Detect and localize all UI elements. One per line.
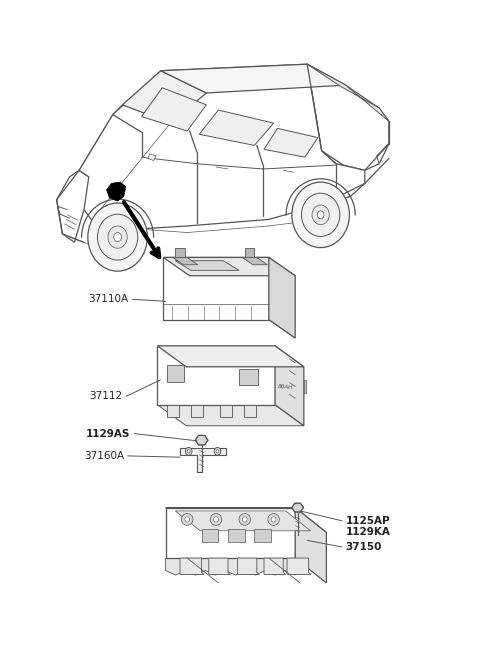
Ellipse shape (185, 517, 190, 522)
Ellipse shape (242, 517, 247, 522)
Polygon shape (202, 529, 218, 542)
Polygon shape (166, 558, 295, 575)
Polygon shape (166, 508, 326, 533)
Ellipse shape (187, 449, 190, 453)
Polygon shape (142, 88, 206, 131)
Ellipse shape (268, 514, 279, 525)
Text: 37112: 37112 (89, 391, 122, 402)
Text: B0AH: B0AH (277, 384, 293, 390)
Polygon shape (209, 558, 230, 574)
Polygon shape (166, 508, 295, 558)
Polygon shape (228, 529, 245, 542)
Text: 1129KA: 1129KA (346, 527, 390, 537)
Polygon shape (163, 257, 295, 276)
Polygon shape (238, 558, 259, 574)
Polygon shape (163, 257, 269, 320)
Polygon shape (244, 405, 256, 417)
Polygon shape (180, 448, 226, 472)
Polygon shape (157, 405, 304, 426)
Polygon shape (157, 346, 275, 405)
Polygon shape (199, 110, 274, 145)
Ellipse shape (214, 517, 218, 522)
Polygon shape (275, 346, 304, 426)
Ellipse shape (97, 214, 138, 260)
Polygon shape (107, 182, 126, 201)
Polygon shape (220, 405, 232, 417)
Polygon shape (167, 405, 179, 417)
Text: 37110A: 37110A (88, 294, 129, 305)
Polygon shape (157, 346, 304, 367)
Polygon shape (292, 503, 303, 512)
Text: 1125AP: 1125AP (346, 515, 390, 526)
Ellipse shape (185, 447, 192, 455)
Polygon shape (195, 436, 208, 445)
Polygon shape (161, 64, 346, 93)
Text: 1129AS: 1129AS (86, 428, 131, 439)
Polygon shape (148, 154, 156, 160)
Polygon shape (307, 64, 389, 170)
Ellipse shape (88, 203, 147, 271)
Polygon shape (269, 320, 295, 338)
Polygon shape (269, 257, 295, 338)
Text: 37150: 37150 (346, 542, 382, 552)
Polygon shape (239, 369, 258, 385)
Ellipse shape (181, 514, 193, 525)
Polygon shape (295, 508, 326, 583)
Polygon shape (264, 558, 286, 574)
Polygon shape (79, 64, 365, 229)
Ellipse shape (214, 447, 221, 455)
Polygon shape (307, 64, 389, 121)
Polygon shape (175, 261, 239, 271)
Ellipse shape (301, 193, 340, 236)
Text: 37160A: 37160A (84, 451, 124, 461)
FancyArrowPatch shape (124, 202, 159, 257)
Polygon shape (167, 365, 184, 382)
Polygon shape (242, 257, 267, 265)
Polygon shape (175, 248, 185, 257)
Ellipse shape (108, 226, 127, 248)
Polygon shape (245, 248, 254, 257)
Polygon shape (191, 405, 203, 417)
Polygon shape (264, 128, 318, 157)
Polygon shape (175, 511, 311, 531)
Ellipse shape (317, 211, 324, 219)
Polygon shape (57, 170, 96, 242)
Ellipse shape (114, 233, 121, 242)
Ellipse shape (312, 205, 329, 225)
Polygon shape (173, 257, 198, 265)
Ellipse shape (292, 182, 349, 248)
Polygon shape (180, 558, 204, 574)
Polygon shape (122, 71, 206, 123)
Ellipse shape (210, 514, 222, 525)
Ellipse shape (271, 517, 276, 522)
Polygon shape (254, 529, 271, 542)
Ellipse shape (239, 514, 251, 525)
Polygon shape (304, 380, 306, 393)
Polygon shape (287, 558, 311, 574)
Ellipse shape (216, 449, 219, 453)
Polygon shape (79, 105, 178, 193)
